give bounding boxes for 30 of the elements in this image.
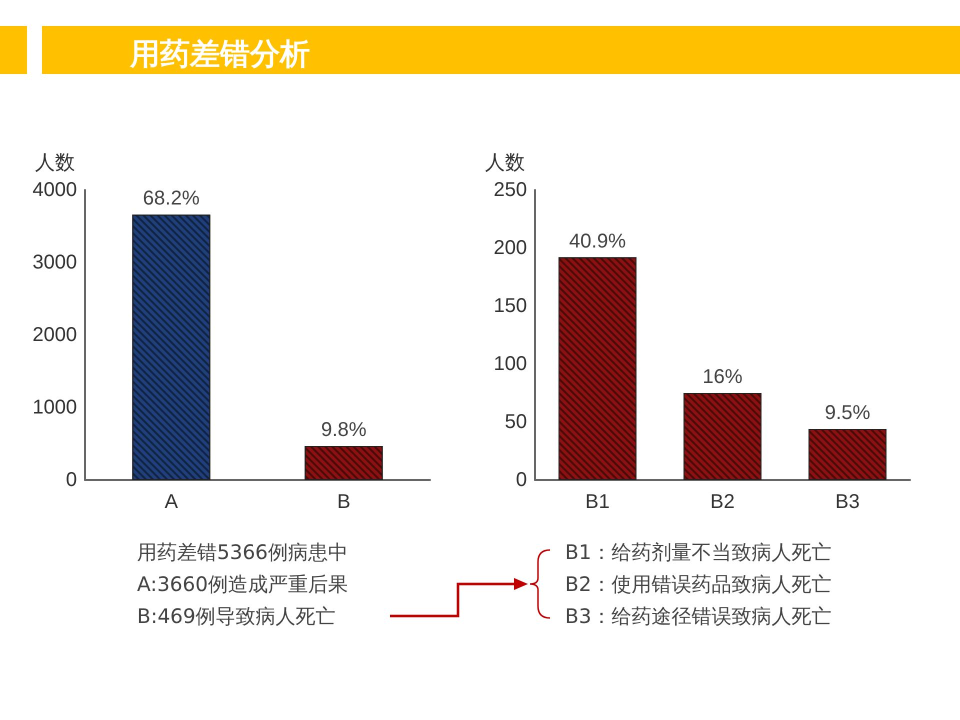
x-tick-label: B2 <box>710 491 735 513</box>
y-tick-label: 150 <box>494 295 527 317</box>
y-tick-label: 50 <box>504 411 527 433</box>
text: 用药差错5366例病患中 <box>137 539 348 566</box>
y-axis-title: 人数 <box>35 150 75 174</box>
text: A:3660例造成严重后果 <box>137 571 348 598</box>
x-tick-label: B1 <box>585 491 610 513</box>
y-tick-label: 0 <box>66 469 77 491</box>
text: B3：给药途径错误致病人死亡 <box>565 603 832 630</box>
y-tick-label: 1000 <box>32 396 77 418</box>
text: B1：给药剂量不当致病人死亡 <box>565 539 832 566</box>
y-axis-title: 人数 <box>485 150 525 174</box>
annotation: 9.5% <box>824 402 871 424</box>
y-tick-label: 0 <box>516 469 527 491</box>
x-tick-label: B3 <box>835 491 860 513</box>
annotation: 9.8% <box>320 418 367 441</box>
y-tick-label: 2000 <box>32 324 77 346</box>
annotation: 40.9% <box>569 230 626 252</box>
text: B:469例导致病人死亡 <box>137 603 337 630</box>
y-tick-label: 250 <box>494 179 527 201</box>
x-tick-label: B <box>337 491 350 513</box>
y-tick-label: 3000 <box>32 252 77 274</box>
annotation: 16% <box>702 366 743 388</box>
x-tick-label: A <box>164 491 179 513</box>
chart-title: 用药差错分析 <box>130 36 310 74</box>
annotation: 68.2% <box>142 188 200 210</box>
y-tick-label: 4000 <box>32 179 77 201</box>
y-tick-label: 100 <box>494 353 527 375</box>
text: B2：使用错误药品致病人死亡 <box>565 571 832 598</box>
y-tick-label: 200 <box>494 237 527 259</box>
